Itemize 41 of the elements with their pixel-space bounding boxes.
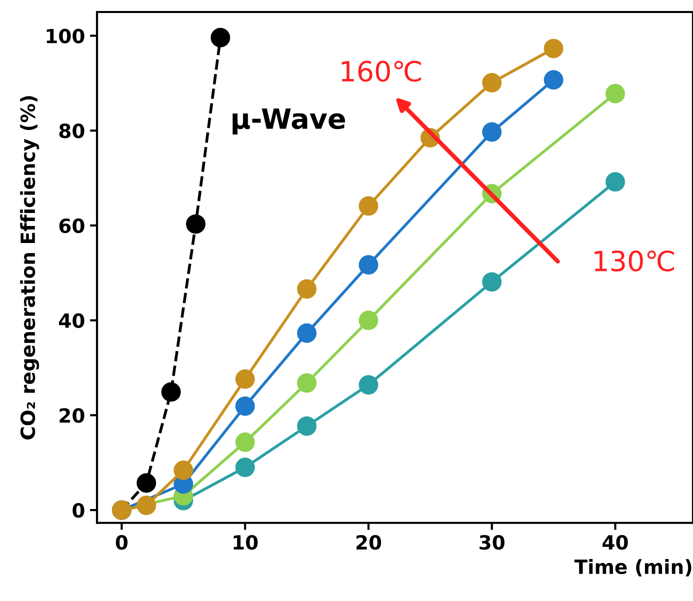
y-axis-title: CO₂ regeneration Efficiency (%) <box>20 96 40 440</box>
point <box>297 416 317 436</box>
point <box>358 375 378 395</box>
x-tick-label: 20 <box>356 535 382 550</box>
point <box>544 70 564 90</box>
annotation: 130℃ <box>594 250 674 272</box>
point <box>186 214 206 234</box>
point <box>544 38 564 58</box>
y-tick-label: 80 <box>59 124 84 138</box>
y-tick-label: 40 <box>59 313 84 328</box>
annotation: μ-Wave <box>232 108 345 135</box>
x-axis-title: Time (min) <box>574 559 692 576</box>
point <box>482 272 502 292</box>
x-tick-label: 30 <box>480 535 504 550</box>
point <box>358 196 378 216</box>
point <box>606 84 625 104</box>
point <box>358 255 378 275</box>
point <box>606 172 625 192</box>
annotation: 160℃ <box>342 60 421 82</box>
y-tick-label: 100 <box>46 28 84 44</box>
point <box>235 432 255 452</box>
y-tick-label: 20 <box>60 408 84 423</box>
x-tick-label: 0 <box>116 535 128 550</box>
point <box>161 382 181 402</box>
point <box>482 72 502 92</box>
x-tick-label: 10 <box>234 535 258 550</box>
point <box>297 323 317 343</box>
point <box>210 28 230 48</box>
y-tick-label: 60 <box>59 218 84 234</box>
point <box>358 310 378 330</box>
point <box>174 460 194 480</box>
point <box>136 496 156 516</box>
point <box>235 369 255 389</box>
y-tick-label: 0 <box>72 503 84 518</box>
point <box>482 122 502 142</box>
point <box>235 458 255 478</box>
x-tick-label: 40 <box>602 535 628 550</box>
point <box>136 473 156 493</box>
point <box>235 396 255 416</box>
point <box>297 279 317 299</box>
point <box>297 373 317 393</box>
